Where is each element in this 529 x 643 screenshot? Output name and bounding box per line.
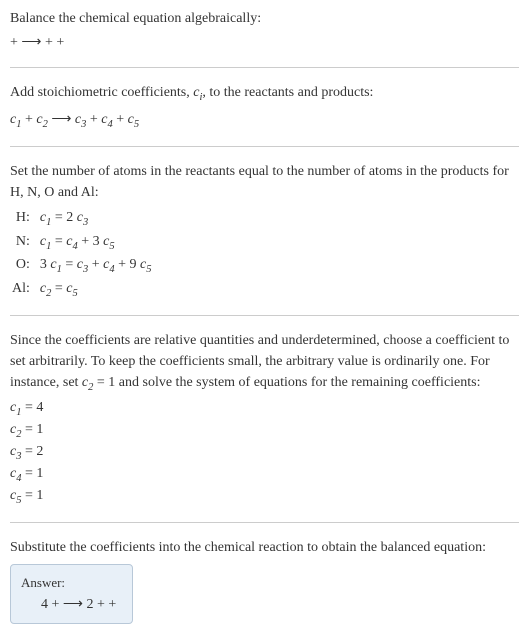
- atom-table: H: c1 = 2 c3 N: c1 = c4 + 3 c5 O: 3 c1 =…: [12, 207, 151, 301]
- equation-blank: + ⟶ + +: [10, 32, 519, 53]
- atom-row-H: H: c1 = 2 c3: [12, 207, 151, 231]
- atom-eq-Al: c2 = c5: [40, 278, 152, 302]
- coef-list: c1 = 4 c2 = 1 c3 = 2 c4 = 1 c5 = 1: [10, 398, 519, 508]
- divider-4: [10, 522, 519, 523]
- answer-intro: Substitute the coefficients into the che…: [10, 537, 519, 558]
- section-atom-balance: Set the number of atoms in the reactants…: [10, 161, 519, 301]
- section-balance-intro: Balance the chemical equation algebraica…: [10, 8, 519, 53]
- atom-eq-N: c1 = c4 + 3 c5: [40, 231, 152, 255]
- coef-4: c4 = 1: [10, 464, 519, 486]
- stoich-text: Add stoichiometric coefficients, ci, to …: [10, 82, 519, 106]
- answer-label: Answer:: [21, 573, 116, 593]
- divider-2: [10, 146, 519, 147]
- solve-intro: Since the coefficients are relative quan…: [10, 330, 519, 396]
- section-solve: Since the coefficients are relative quan…: [10, 330, 519, 508]
- atom-row-O: O: 3 c1 = c3 + c4 + 9 c5: [12, 254, 151, 278]
- atom-eq-O: 3 c1 = c3 + c4 + 9 c5: [40, 254, 152, 278]
- atom-label-O: O:: [12, 254, 40, 278]
- section-answer: Substitute the coefficients into the che…: [10, 537, 519, 625]
- coef-2: c2 = 1: [10, 420, 519, 442]
- coef-1: c1 = 4: [10, 398, 519, 420]
- answer-box: Answer: 4 + ⟶ 2 + +: [10, 564, 133, 625]
- atom-row-N: N: c1 = c4 + 3 c5: [12, 231, 151, 255]
- intro-text: Balance the chemical equation algebraica…: [10, 8, 519, 29]
- section-stoichiometric: Add stoichiometric coefficients, ci, to …: [10, 82, 519, 132]
- atom-eq-H: c1 = 2 c3: [40, 207, 152, 231]
- atom-intro: Set the number of atoms in the reactants…: [10, 161, 519, 203]
- atom-row-Al: Al: c2 = c5: [12, 278, 151, 302]
- divider-1: [10, 67, 519, 68]
- coef-5: c5 = 1: [10, 486, 519, 508]
- coef-3: c3 = 2: [10, 442, 519, 464]
- divider-3: [10, 315, 519, 316]
- atom-label-N: N:: [12, 231, 40, 255]
- answer-equation: 4 + ⟶ 2 + +: [21, 594, 116, 615]
- atom-label-H: H:: [12, 207, 40, 231]
- stoich-equation: c1 + c2 ⟶ c3 + c4 + c5: [10, 109, 519, 133]
- atom-label-Al: Al:: [12, 278, 40, 302]
